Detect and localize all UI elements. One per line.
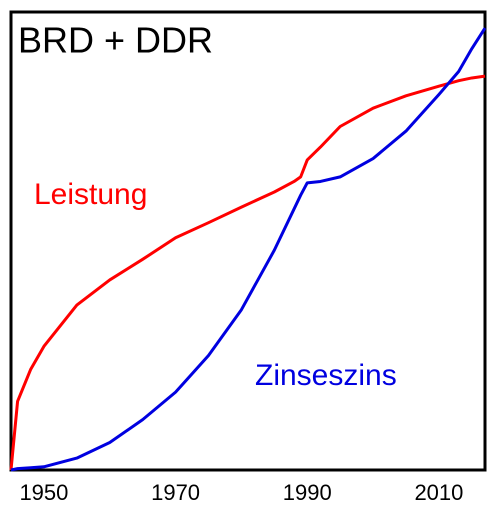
series-label: Leistung (34, 178, 147, 211)
series-line (10, 27, 487, 472)
series-line (9, 74, 486, 471)
x-tick-label: 2010 (414, 480, 463, 505)
series-label: Zinseszins (255, 359, 397, 392)
plot-frame (9, 10, 487, 472)
chart-title: BRD + DDR (18, 20, 213, 61)
x-tick-label: 1970 (151, 480, 200, 505)
x-tick-label: 1990 (283, 480, 332, 505)
x-tick-label: 1950 (19, 480, 68, 505)
